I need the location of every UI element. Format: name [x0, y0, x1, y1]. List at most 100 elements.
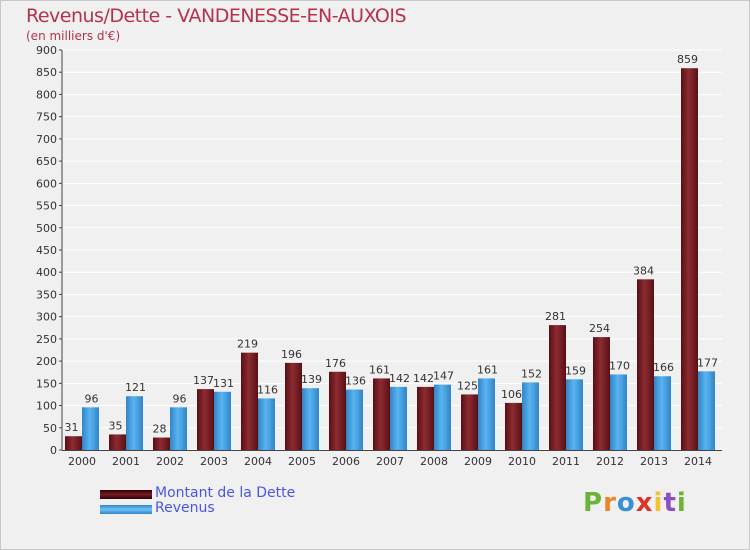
data-label-dette: 31 [65, 421, 79, 434]
bar-revenus [82, 407, 99, 450]
data-label-revenus: 166 [653, 361, 674, 374]
data-label-revenus: 139 [301, 373, 322, 386]
y-tick-label: 600 [36, 177, 57, 190]
x-tick-label: 2007 [376, 455, 404, 468]
data-label-dette: 859 [677, 53, 698, 66]
bar-revenus [214, 391, 231, 450]
y-tick-label: 450 [36, 244, 57, 257]
y-tick-label: 700 [36, 133, 57, 146]
x-tick-label: 2001 [112, 455, 140, 468]
data-label-revenus: 161 [477, 363, 498, 376]
bar-revenus [390, 386, 407, 450]
data-label-revenus: 96 [85, 392, 99, 405]
y-tick-label: 850 [36, 66, 57, 79]
y-tick-label: 50 [43, 422, 57, 435]
data-label-dette: 137 [193, 374, 214, 387]
y-tick-label: 150 [36, 377, 57, 390]
x-tick-label: 2006 [332, 455, 360, 468]
data-label-revenus: 96 [173, 392, 187, 405]
bar-dette [505, 402, 522, 450]
bar-dette [681, 68, 698, 450]
y-tick-label: 0 [50, 444, 57, 457]
y-tick-label: 800 [36, 88, 57, 101]
logo-letter: t [663, 488, 677, 518]
data-label-dette: 219 [237, 338, 258, 351]
data-label-dette: 196 [281, 348, 302, 361]
proxiti-logo: Proxiti [583, 488, 687, 518]
data-label-dette: 106 [501, 388, 522, 401]
axis-layer: 0 50 100 150 200 250 300 350 400 450 500 550 600 650 7… [36, 44, 722, 468]
chart-subtitle: (en milliers d'€) [26, 29, 121, 43]
bar-dette [593, 337, 610, 450]
y-tick-label: 750 [36, 111, 57, 124]
data-label-revenus: 142 [389, 372, 410, 385]
x-tick-label: 2011 [552, 455, 580, 468]
data-label-dette: 142 [413, 372, 434, 385]
bar-dette [549, 325, 566, 450]
data-label-revenus: 147 [433, 370, 454, 383]
x-tick-label: 2005 [288, 455, 316, 468]
bar-dette [373, 378, 390, 450]
bar-dette [329, 371, 346, 450]
y-tick-label: 200 [36, 355, 57, 368]
data-label-dette: 35 [109, 419, 123, 432]
x-tick-label: 2004 [244, 455, 272, 468]
logo-letter: x [635, 488, 654, 518]
x-tick-label: 2013 [640, 455, 668, 468]
data-label-dette: 28 [153, 423, 167, 436]
data-label-dette: 176 [325, 357, 346, 370]
logo-letter: i [676, 488, 687, 518]
y-tick-label: 100 [36, 400, 57, 413]
bar-revenus [170, 407, 187, 450]
data-label-revenus: 170 [609, 359, 630, 372]
bar-revenus [346, 389, 363, 450]
x-tick-label: 2000 [68, 455, 96, 468]
bar-revenus [126, 396, 143, 450]
data-label-dette: 254 [589, 322, 610, 335]
bars-layer [65, 68, 715, 450]
data-label-revenus: 177 [697, 356, 718, 369]
x-tick-label: 2010 [508, 455, 536, 468]
bar-revenus [566, 379, 583, 450]
bar-revenus [258, 398, 275, 450]
bar-dette [461, 394, 478, 450]
x-tick-label: 2008 [420, 455, 448, 468]
logo-letter: P [583, 488, 604, 518]
bar-dette [197, 389, 214, 450]
x-tick-label: 2003 [200, 455, 228, 468]
data-label-dette: 161 [369, 363, 390, 376]
y-tick-label: 250 [36, 333, 57, 346]
bar-revenus [302, 388, 319, 450]
bar-dette [109, 434, 126, 450]
data-label-dette: 281 [545, 310, 566, 323]
bar-dette [285, 362, 302, 450]
bar-dette [417, 386, 434, 450]
bar-revenus [522, 382, 539, 450]
legend-label-revenus: Revenus [155, 500, 215, 516]
bar-dette [241, 352, 258, 450]
x-tick-label: 2012 [596, 455, 624, 468]
bar-revenus [654, 376, 671, 450]
legend-swatch-dette [100, 490, 152, 499]
y-tick-label: 350 [36, 288, 57, 301]
y-tick-label: 300 [36, 311, 57, 324]
logo-letter: r [603, 488, 617, 518]
y-tick-label: 550 [36, 200, 57, 213]
data-label-dette: 384 [633, 264, 654, 277]
data-label-revenus: 116 [257, 383, 278, 396]
bar-revenus [610, 374, 627, 450]
bar-revenus [434, 384, 451, 450]
data-label-dette: 125 [457, 379, 478, 392]
chart-title: Revenus/Dette - VANDENESSE-EN-AUXOIS [26, 5, 407, 27]
logo-letter: o [616, 488, 636, 518]
data-label-revenus: 159 [565, 364, 586, 377]
x-tick-label: 2014 [684, 455, 712, 468]
data-label-revenus: 121 [125, 381, 146, 394]
data-label-revenus: 131 [213, 377, 234, 390]
bar-dette [153, 437, 170, 450]
legend-swatch-revenus [100, 505, 152, 514]
x-tick-label: 2009 [464, 455, 492, 468]
